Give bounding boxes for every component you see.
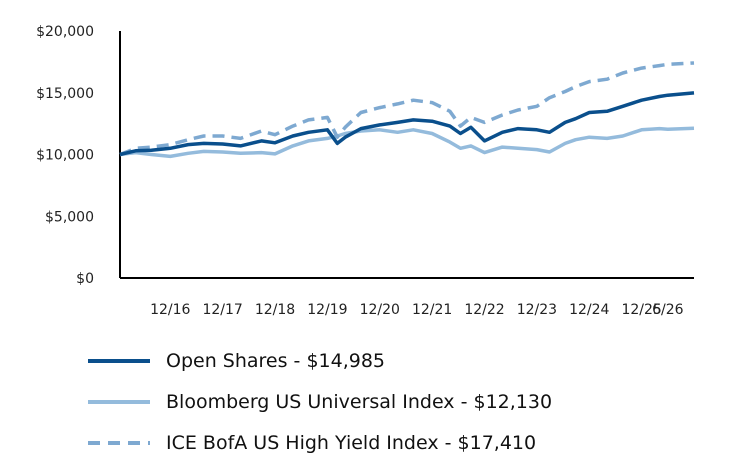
x-tick-label: 12/21: [412, 302, 452, 318]
legend-swatch-open-shares: [88, 358, 150, 363]
line-chart: $0 $5,000 $10,000 $15,000 $20,000 12/16 12/17…: [36, 24, 695, 318]
y-tick-label: $20,000: [36, 24, 94, 40]
series-lines: [119, 61, 695, 159]
legend-item-open-shares: Open Shares - $14,985: [88, 340, 552, 381]
x-tick-label: 12/22: [464, 302, 504, 318]
x-tick-label: 12/19: [307, 302, 347, 318]
legend-item-ice-bofa: ICE BofA US High Yield Index - $17,410: [88, 422, 552, 463]
legend-swatch-ice-bofa: [88, 440, 150, 445]
y-tick-label: $0: [76, 271, 94, 287]
x-tick-label: 6/26: [652, 302, 684, 318]
x-axis: 12/16 12/17 12/18 12/19 12/20 12/21 12/22 12/23…: [120, 277, 694, 318]
x-tick-label: 12/16: [150, 302, 190, 318]
x-tick-label: 12/23: [517, 302, 557, 318]
x-tick-label: 12/17: [202, 302, 242, 318]
y-tick-label: $15,000: [36, 86, 94, 102]
y-tick-label: $5,000: [45, 209, 94, 225]
series-line-2: [119, 61, 695, 157]
y-axis: $0 $5,000 $10,000 $15,000 $20,000: [36, 24, 121, 287]
x-tick-label: 12/24: [569, 302, 609, 318]
legend-label-bloomberg: Bloomberg US Universal Index - $12,130: [166, 390, 553, 413]
x-tick-label: 12/18: [255, 302, 295, 318]
chart-legend: Open Shares - $14,985 Bloomberg US Unive…: [88, 340, 552, 463]
x-tick-label: 12/25: [621, 302, 661, 318]
legend-label-ice-bofa: ICE BofA US High Yield Index - $17,410: [166, 431, 537, 454]
y-tick-label: $10,000: [36, 148, 94, 164]
series-line-0: [119, 91, 695, 157]
legend-label-open-shares: Open Shares - $14,985: [166, 349, 386, 372]
legend-item-bloomberg: Bloomberg US Universal Index - $12,130: [88, 381, 552, 422]
legend-swatch-bloomberg: [88, 399, 150, 404]
series-line-1: [119, 126, 695, 159]
x-tick-label: 12/20: [360, 302, 400, 318]
